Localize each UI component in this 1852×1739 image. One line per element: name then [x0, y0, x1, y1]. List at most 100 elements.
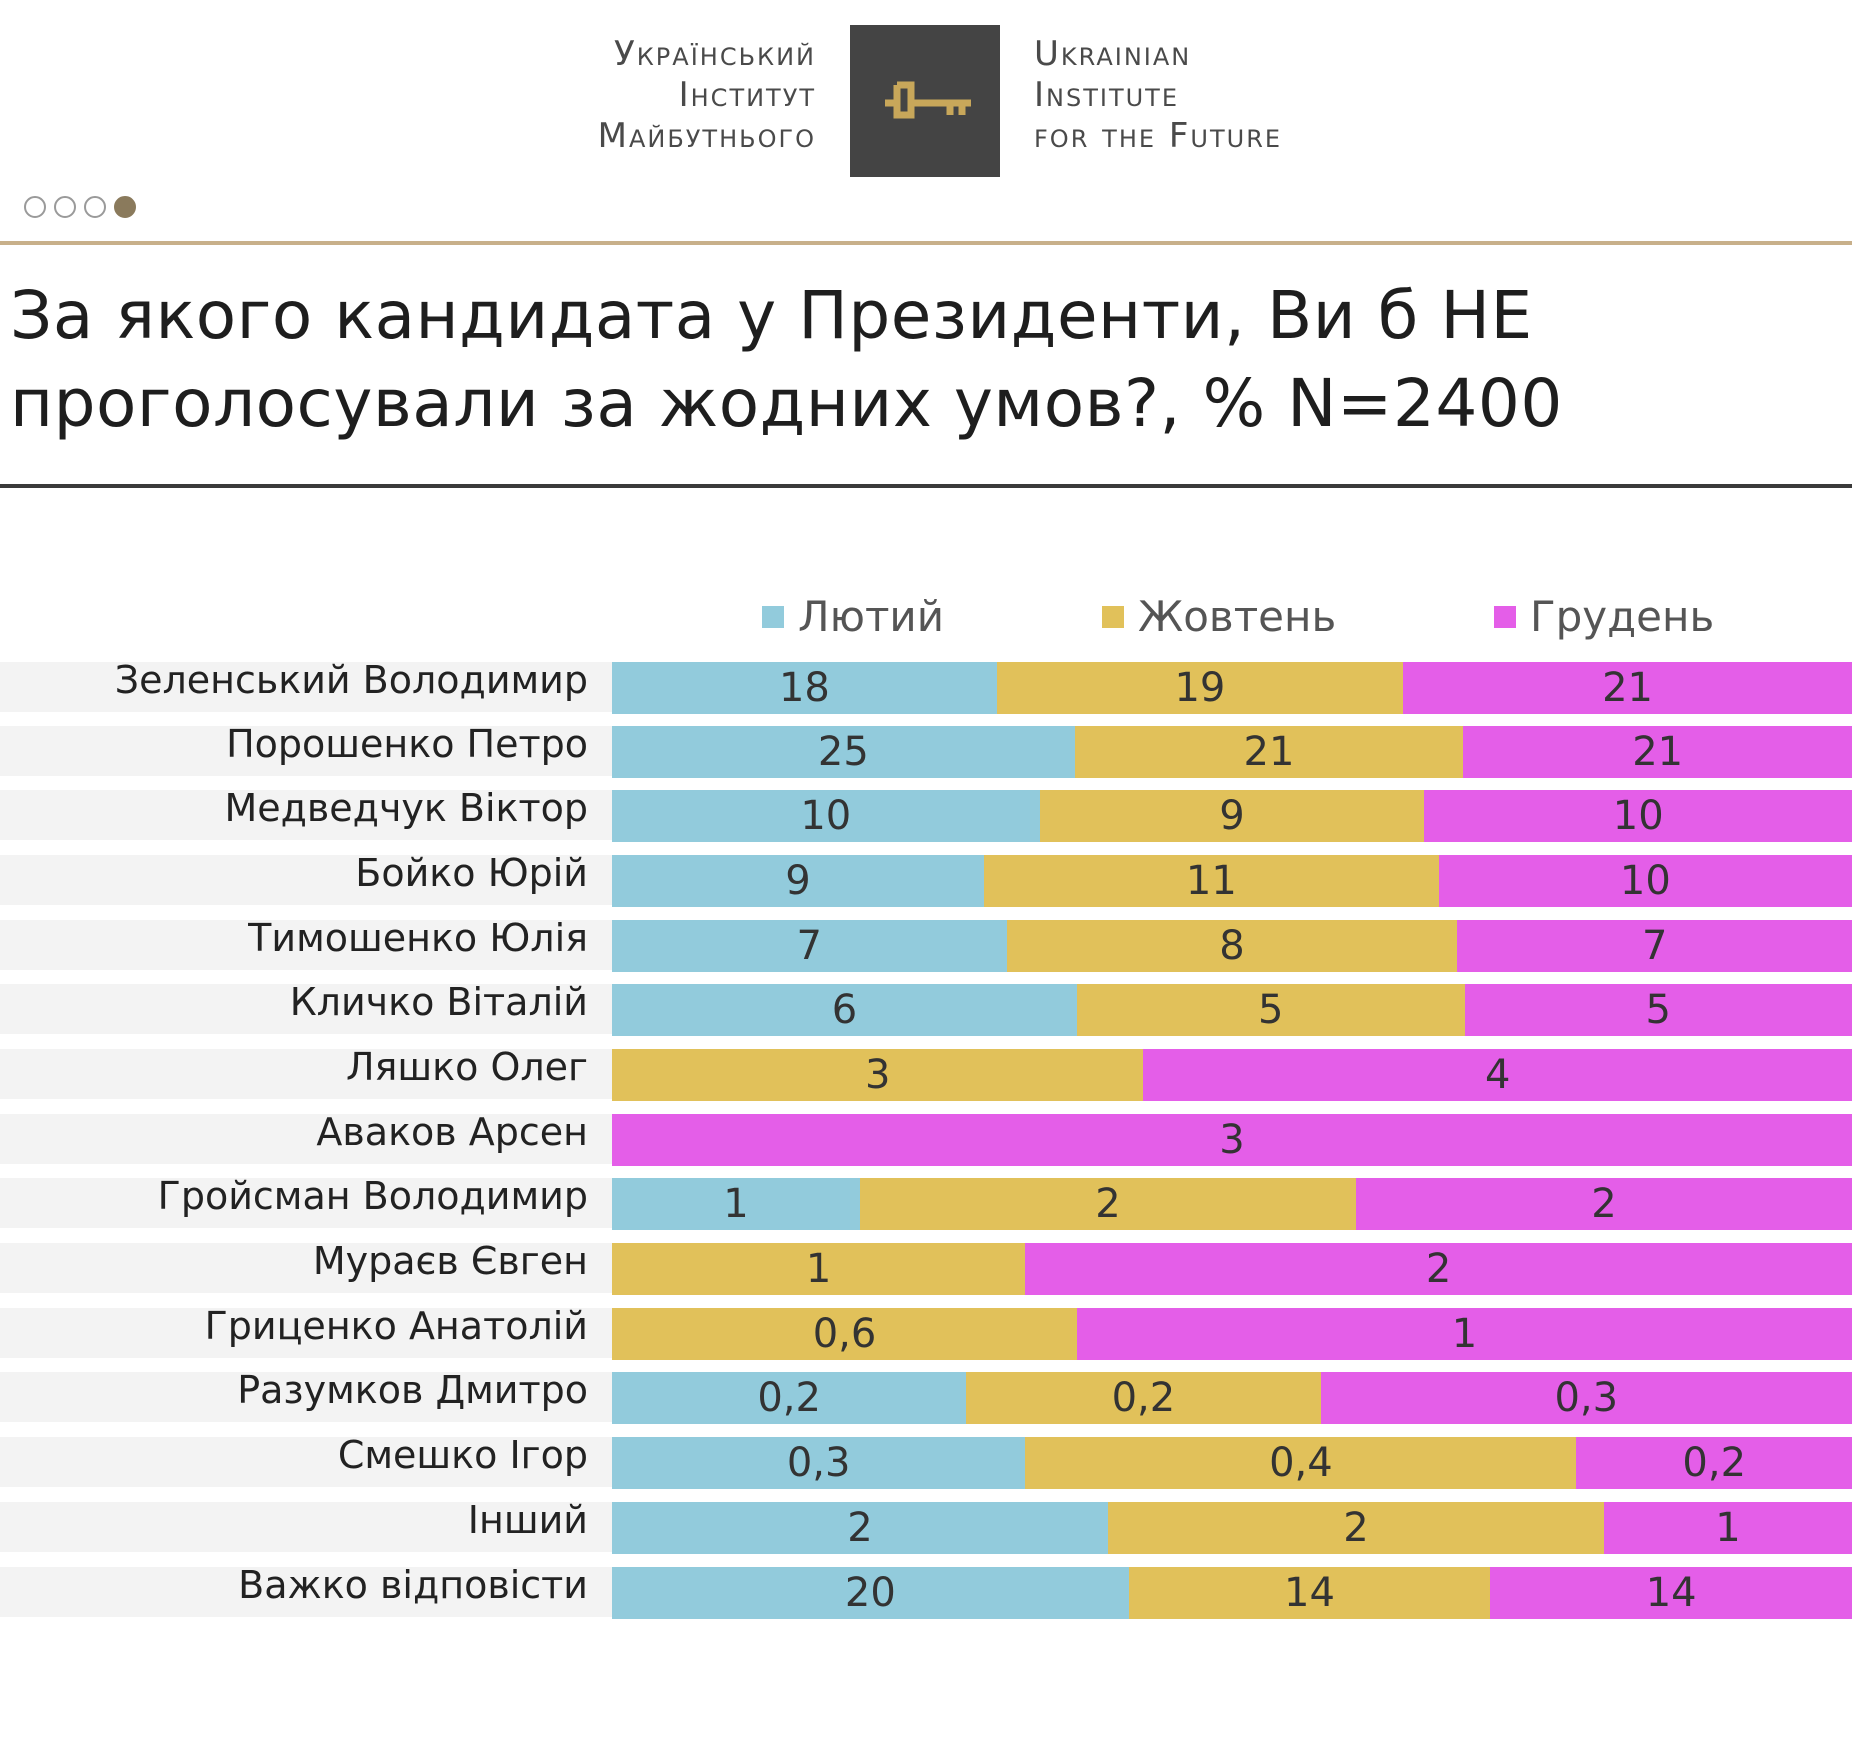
bar-segment	[996, 662, 1404, 714]
legend-swatch	[762, 605, 784, 628]
bar-segment	[612, 1437, 1026, 1489]
row-label-bg	[0, 920, 612, 970]
bar-segment	[1438, 855, 1852, 907]
category-label: Смешко Ігор	[337, 1433, 588, 1477]
legend-label: Жовтень	[1138, 592, 1337, 641]
data-label: 7	[1641, 923, 1668, 969]
category-label: Медведчук Віктор	[224, 786, 588, 830]
chart-area: Зеленський Володимир 18 19 21 Порошенко Петр…	[0, 658, 1852, 1640]
data-label: 7	[796, 923, 822, 969]
data-label: 8	[1219, 923, 1245, 969]
bar-segment	[612, 662, 997, 714]
data-label: 20	[844, 1570, 896, 1616]
data-label: 1	[723, 1181, 749, 1227]
data-label: 0,2	[757, 1375, 821, 1421]
legend-item-1: Лютий	[762, 592, 944, 641]
bar-segment	[1039, 790, 1425, 842]
legend-label: Лютий	[798, 592, 944, 641]
bar-segment	[612, 790, 1040, 842]
data-label: 0,3	[1554, 1375, 1619, 1421]
bar-segment	[612, 1502, 1108, 1554]
slide-dot-2[interactable]	[54, 196, 76, 218]
data-label: 0,2	[1682, 1440, 1747, 1486]
bar-segment	[1320, 1372, 1852, 1424]
row-label-bg	[0, 1114, 612, 1164]
data-label: 3	[1219, 1117, 1245, 1163]
row-label-bg	[0, 726, 612, 776]
category-label: Кличко Віталій	[289, 980, 588, 1024]
bar-segment	[1074, 726, 1464, 778]
bar-segment	[1077, 1308, 1852, 1360]
data-label: 0,4	[1269, 1440, 1333, 1486]
data-label: 2	[1425, 1246, 1452, 1292]
bar-segment	[1403, 662, 1852, 714]
bar-segment	[1464, 984, 1852, 1036]
data-label: 25	[817, 729, 869, 775]
row-label-bg	[0, 1502, 612, 1552]
category-label: Разумков Дмитро	[237, 1368, 588, 1412]
data-label: 2	[1095, 1181, 1121, 1227]
row-label-bg	[0, 1243, 612, 1293]
bar-segment	[1424, 790, 1852, 842]
data-label: 3	[864, 1052, 891, 1098]
logo-text-ukrainian: Український Інститут Майбутнього	[597, 34, 816, 156]
bar-segment	[612, 1372, 967, 1424]
row-label-bg	[0, 662, 612, 712]
data-label: 5	[1645, 987, 1671, 1033]
bar-segment	[966, 1372, 1321, 1424]
data-label: 19	[1174, 665, 1226, 711]
row-label-bg	[0, 1372, 612, 1422]
bar-segment	[1576, 1437, 1852, 1489]
legend-swatch	[1102, 605, 1124, 628]
bar-segment	[1463, 726, 1852, 778]
category-label: Ляшко Олег	[345, 1045, 588, 1089]
bar-segment	[1077, 984, 1465, 1036]
bar-segment	[1457, 920, 1852, 972]
data-label: 6	[831, 987, 858, 1033]
slide-dot-4[interactable]	[114, 196, 136, 218]
slide-dot-1[interactable]	[24, 196, 46, 218]
row-label-bg	[0, 1308, 612, 1358]
data-label: 0,6	[812, 1311, 877, 1357]
slide-indicator[interactable]	[24, 196, 136, 218]
chart-title: За якого кандидата у Президенти, Ви б НЕ…	[10, 277, 1563, 442]
bar-segment	[1128, 1567, 1491, 1619]
data-label: 1	[1715, 1505, 1741, 1551]
data-label: 0,2	[1111, 1375, 1176, 1421]
data-label: 14	[1645, 1570, 1697, 1616]
category-label: Важко відповісти	[238, 1563, 588, 1607]
bar-segment	[612, 855, 984, 907]
bar-segment	[1006, 920, 1458, 972]
key-icon	[885, 81, 971, 119]
data-label: 18	[778, 665, 830, 711]
category-label: Зеленський Володимир	[114, 658, 588, 702]
legend-swatch	[1494, 605, 1516, 628]
category-label: Гройсман Володимир	[157, 1174, 588, 1218]
data-label: 10	[800, 793, 852, 839]
category-label: Мураєв Євген	[312, 1239, 588, 1283]
bar-segment	[612, 1308, 1077, 1360]
bar-segment	[612, 920, 1007, 972]
header: Український Інститут Майбутнього Ukraini…	[0, 0, 1852, 240]
divider-title	[0, 484, 1852, 488]
data-label: 4	[1484, 1052, 1511, 1098]
data-label: 10	[1612, 793, 1664, 839]
slide-dot-3[interactable]	[84, 196, 106, 218]
bar-segment	[1356, 1178, 1852, 1230]
legend-item-2: Жовтень	[1102, 592, 1336, 641]
bar-segment	[1604, 1502, 1852, 1554]
data-label: 2	[1591, 1181, 1617, 1227]
bar-segment	[612, 1243, 1026, 1295]
bar-segment	[612, 1567, 1129, 1619]
row-label-bg	[0, 1178, 612, 1228]
data-label: 21	[1602, 665, 1653, 711]
bar-segment	[860, 1178, 1356, 1230]
legend-label: Грудень	[1530, 592, 1715, 641]
chart-legend: Лютий Жовтень Грудень	[0, 592, 1852, 652]
data-label: 2	[847, 1505, 873, 1551]
logo-mark	[850, 25, 1000, 177]
row-label-bg	[0, 984, 612, 1034]
data-label: 11	[1185, 858, 1237, 904]
row-label-bg	[0, 1049, 612, 1099]
bar-segment	[984, 855, 1439, 907]
